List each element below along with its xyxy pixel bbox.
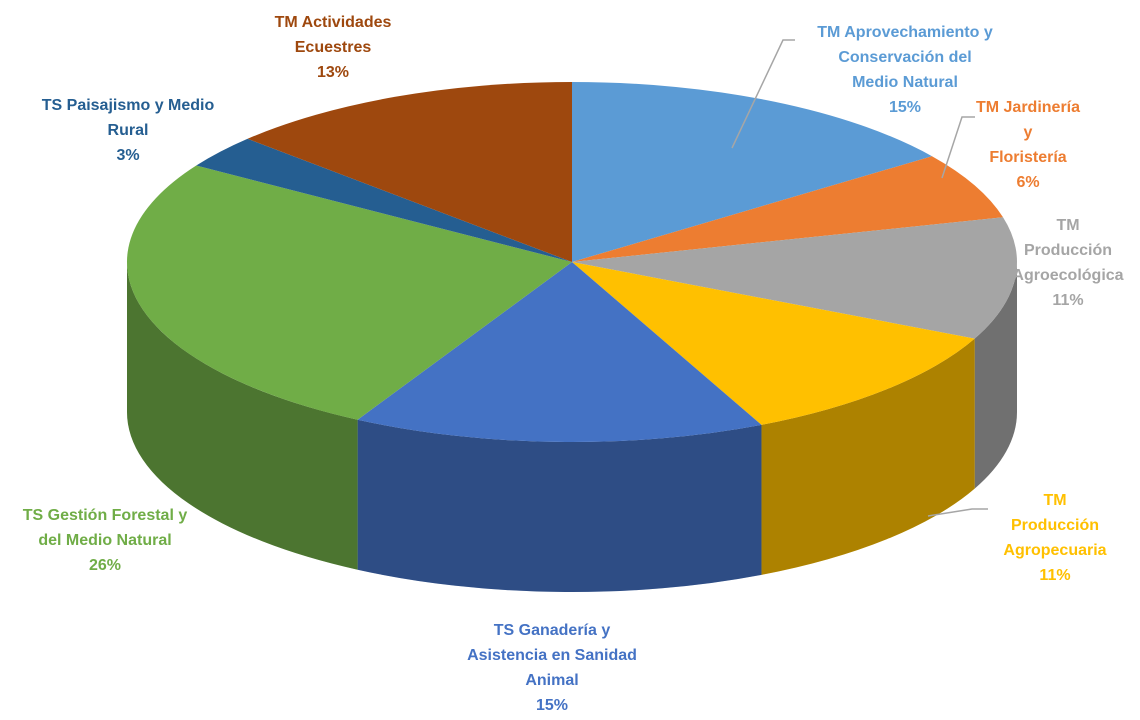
slice-name: TM Producción Agroecológica	[1012, 217, 1124, 284]
slice-side-shade	[974, 262, 1017, 489]
data-label: TS Ganadería y Asistencia en Sanidad Ani…	[467, 618, 637, 718]
slice-name: TS Paisajismo y Medio Rural	[41, 97, 215, 139]
data-label: TM Aprovechamiento y Conservación del Me…	[817, 20, 992, 120]
slice-side	[761, 338, 975, 575]
slice-name: TM Producción Agropecuaria	[1003, 492, 1107, 559]
slice	[572, 156, 1004, 262]
leader-line	[941, 116, 975, 179]
slice-side	[127, 262, 358, 570]
slice-name: TM Jardinería y Floristería	[975, 99, 1081, 166]
data-label: TM Producción Agropecuaria 11%	[1003, 488, 1106, 588]
slice-side-shade	[127, 262, 358, 570]
pie-tops	[126, 82, 1017, 443]
slice	[572, 82, 933, 262]
slice-value: 15%	[535, 697, 569, 714]
slice-value: 3%	[116, 147, 140, 164]
slice-name: TM Actividades Ecuestres	[274, 14, 392, 56]
slice-side	[974, 262, 1017, 489]
data-label: TS Paisajismo y Medio Rural 3%	[42, 93, 215, 168]
data-label: TM Producción Agroecológica 11%	[1012, 213, 1123, 313]
data-label: TM Actividades Ecuestres 13%	[275, 10, 392, 85]
slice-value: 11%	[1039, 567, 1071, 584]
slice	[196, 138, 572, 262]
slice-name: TM Aprovechamiento y Conservación del Me…	[817, 24, 993, 91]
slice-value: 15%	[888, 99, 922, 116]
leader-lines	[731, 39, 988, 517]
slice-value: 11%	[1052, 292, 1084, 309]
leader-line	[731, 39, 795, 149]
data-label: TS Gestión Forestal y del Medio Natural 2…	[23, 503, 187, 578]
slice-name: TS Ganadería y Asistencia en Sanidad Ani…	[467, 622, 637, 689]
slice	[247, 82, 573, 262]
slice-value: 6%	[1016, 174, 1040, 191]
slice	[357, 262, 762, 443]
slice	[126, 165, 573, 420]
pie-sides	[127, 262, 1017, 593]
slice	[572, 262, 975, 425]
slice-name: TS Gestión Forestal y del Medio Natural	[22, 507, 188, 549]
slice	[572, 217, 1017, 339]
slice-value: 13%	[316, 64, 350, 81]
slice-side	[357, 419, 762, 593]
slice-side-shade	[761, 338, 975, 575]
slice-side-shade	[357, 419, 762, 593]
leader-line	[927, 508, 988, 517]
slice-value: 26%	[88, 557, 122, 574]
data-label: TM Jardinería y Floristería 6%	[972, 95, 1084, 195]
